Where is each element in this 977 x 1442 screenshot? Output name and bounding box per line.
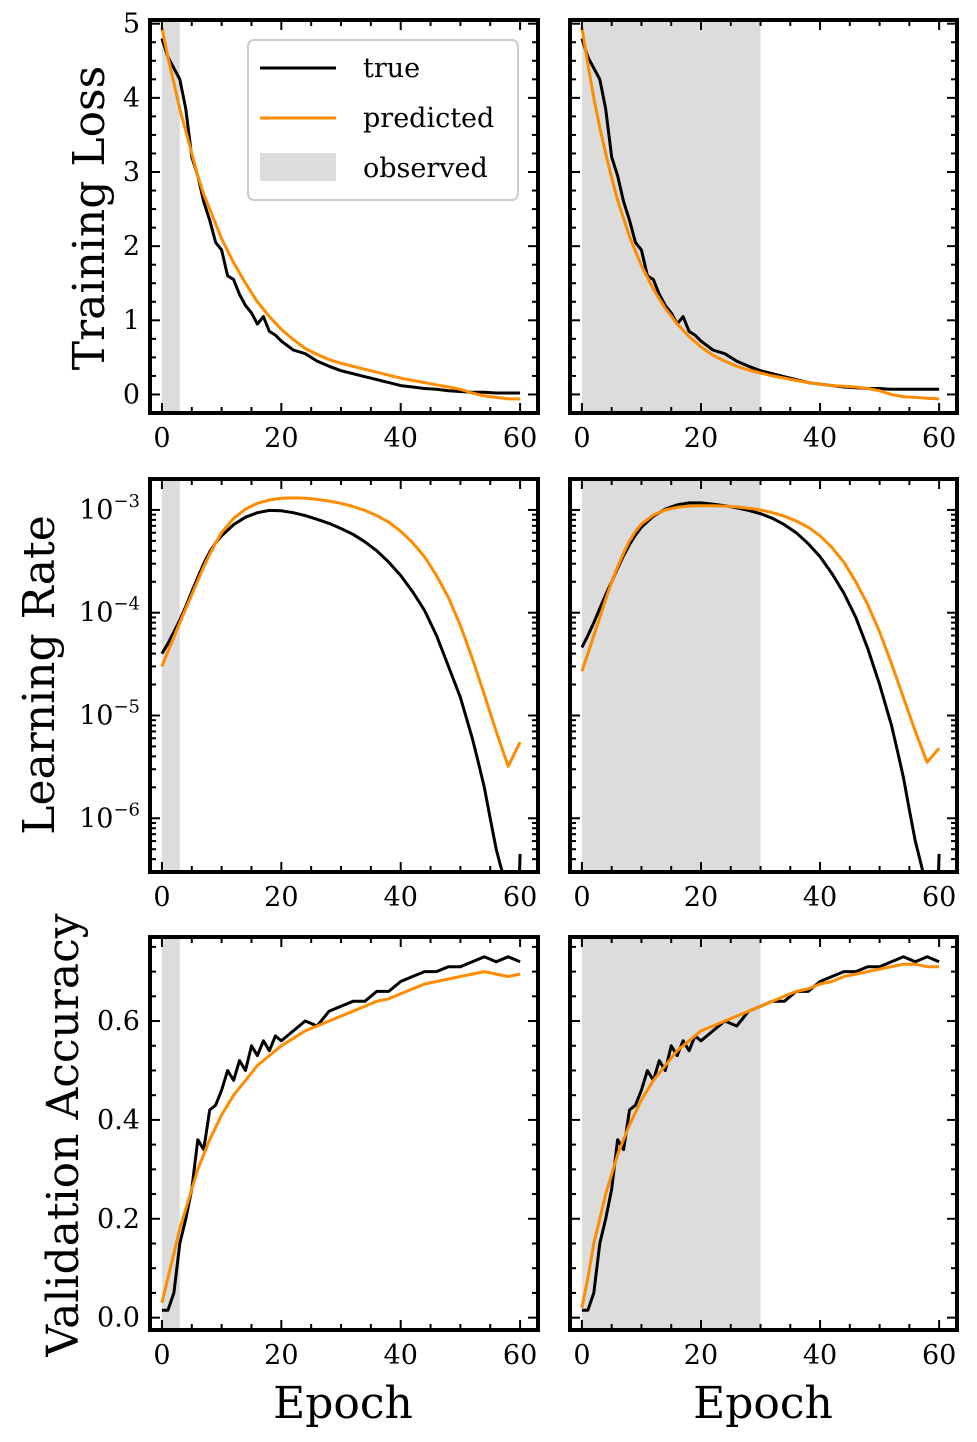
axes-frame: [148, 477, 540, 874]
panel-training-loss-right: 0 20 40 60: [568, 18, 959, 454]
panel-validation-accuracy-left: 0 20 40 60 0.0 0.2 0.4 0.6: [97, 935, 540, 1371]
x-tick-label: 20: [264, 882, 298, 913]
panel-learning-rate-right: 0 20 40 60: [568, 477, 959, 913]
xlabel-left: Epoch: [273, 1378, 413, 1429]
observed-span: [581, 20, 761, 413]
x-tick-label: 20: [684, 423, 718, 454]
x-tick-label: 40: [384, 423, 418, 454]
axes-frame: [568, 18, 959, 415]
x-tick-label: 60: [503, 1340, 537, 1371]
legend-observed-swatch: [260, 153, 336, 181]
legend-observed-label: observed: [363, 153, 488, 184]
x-tick-label: 0: [153, 1340, 170, 1371]
y-tick-label: 10−5: [79, 696, 140, 731]
axes-frame: [568, 935, 959, 1332]
x-tick-label: 20: [264, 423, 298, 454]
x-tick-label: 20: [684, 1340, 718, 1371]
observed-span: [161, 479, 180, 872]
series-predicted-line: [580, 27, 940, 401]
panel-validation-accuracy-right: 0 20 40 60: [568, 935, 959, 1371]
x-tick-label: 40: [803, 1340, 837, 1371]
legend: true predicted observed: [247, 39, 519, 201]
panel-learning-rate-left: 0 20 40 60 10−3 10−4 10−5 10−6: [79, 477, 540, 913]
observed-span: [581, 937, 761, 1330]
series-predicted-line: [160, 496, 522, 768]
x-tick-label: 60: [922, 423, 956, 454]
series-true-line: [160, 508, 522, 872]
y-tick-label: 10−3: [79, 491, 140, 526]
y-tick-label: 0.2: [97, 1204, 140, 1235]
x-tick-label: 20: [264, 1340, 298, 1371]
axes-frame: [148, 935, 540, 1332]
legend-true-label: true: [363, 53, 420, 84]
x-tick-label: 60: [503, 882, 537, 913]
series-true-line: [161, 955, 521, 1312]
series-predicted-line: [580, 962, 940, 1309]
xlabel-right: Epoch: [693, 1378, 833, 1429]
series-predicted-line: [160, 27, 521, 401]
panel-training-loss-left: 0 20 40 60 0 1 2 3 4 5: [123, 9, 540, 454]
legend-predicted-label: predicted: [363, 103, 494, 134]
y-tick-label: 5: [123, 9, 140, 40]
x-tick-label: 60: [922, 1340, 956, 1371]
x-tick-label: 40: [803, 423, 837, 454]
y-tick-label: 0.6: [97, 1006, 140, 1037]
ylabel-training-loss: Training Loss: [64, 66, 115, 370]
x-tick-label: 20: [684, 882, 718, 913]
ylabel-validation-accuracy: Validation Accuracy: [38, 913, 89, 1357]
y-tick-label: 0.4: [97, 1105, 140, 1136]
ylabel-learning-rate: Learning Rate: [14, 515, 65, 835]
y-tick-label: 4: [123, 83, 140, 114]
x-tick-label: 0: [153, 882, 170, 913]
axes-frame: [568, 477, 959, 874]
observed-span: [161, 20, 180, 413]
x-tick-label: 60: [503, 423, 537, 454]
x-tick-label: 40: [803, 882, 837, 913]
y-tick-label: 10−4: [79, 594, 140, 629]
x-tick-label: 0: [573, 423, 590, 454]
axes-frame: [148, 18, 540, 415]
x-tick-label: 0: [153, 423, 170, 454]
x-tick-label: 0: [573, 1340, 590, 1371]
x-tick-label: 40: [384, 882, 418, 913]
x-tick-label: 60: [922, 882, 956, 913]
x-tick-label: 0: [573, 882, 590, 913]
series-predicted-line: [160, 970, 521, 1304]
y-tick-label: 10−6: [79, 799, 140, 834]
x-tick-label: 40: [384, 1340, 418, 1371]
series-predicted-line: [580, 504, 941, 764]
y-tick-label: 0: [123, 379, 140, 410]
y-tick-label: 2: [123, 231, 140, 262]
y-tick-label: 1: [123, 305, 140, 336]
observed-span: [161, 937, 180, 1330]
observed-span: [581, 479, 761, 872]
y-tick-label: 3: [123, 157, 140, 188]
y-tick-label: 0.0: [97, 1303, 140, 1334]
